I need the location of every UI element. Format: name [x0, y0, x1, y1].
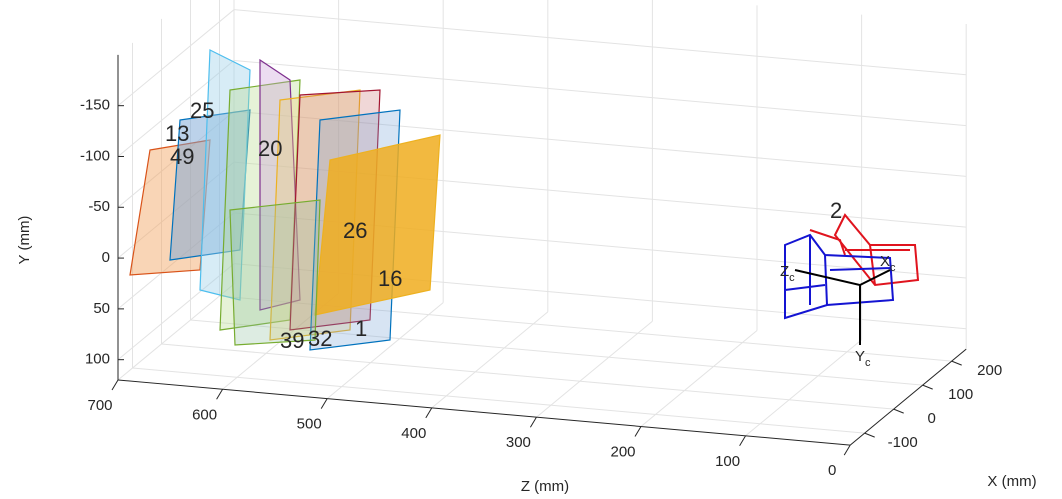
z-tick-label: 500: [297, 416, 322, 433]
axis-line: [117, 379, 851, 446]
grid-line: [117, 60, 235, 157]
camera: [784, 213, 920, 345]
z-tick-label: 200: [610, 443, 635, 460]
x-tick-label: 100: [948, 386, 973, 403]
camera-red: [809, 213, 920, 287]
tick-mark: [739, 435, 747, 447]
x-axis-label: X (mm): [987, 473, 1036, 490]
tick-mark: [634, 426, 642, 437]
tick-mark: [111, 379, 119, 391]
camera-axis-label: Zc: [780, 263, 795, 284]
y-tick-label: -150: [80, 97, 110, 114]
grid-line: [233, 110, 967, 177]
annotation: 16: [378, 266, 402, 291]
y-tick-label: 50: [93, 300, 110, 317]
tick-mark: [893, 408, 904, 414]
annotation: 13: [165, 121, 189, 146]
tick-mark: [843, 444, 851, 456]
x-tick-label: 0: [928, 410, 936, 427]
board: [259, 58, 301, 311]
annotation: 2: [830, 198, 842, 223]
y-tick-label: 0: [102, 249, 110, 266]
z-tick-label: 400: [401, 425, 426, 442]
z-tick-label: 100: [715, 453, 740, 470]
tick-mark: [864, 432, 875, 438]
grid-line: [640, 330, 758, 427]
grid-line: [745, 339, 862, 437]
camera-axes: [794, 269, 891, 345]
z-axis-label: Z (mm): [521, 478, 569, 495]
z-tick-label: 600: [192, 406, 217, 423]
tick-mark: [425, 407, 433, 419]
z-tick-label: 300: [506, 434, 531, 451]
board: [229, 199, 321, 346]
y-axis-label: Y (mm): [16, 216, 33, 265]
annotation: 26: [343, 218, 367, 243]
grid-line: [233, 9, 967, 76]
camera-labels: Zc Xc Yc: [780, 253, 896, 369]
annotation: 1: [355, 316, 367, 341]
tick-mark: [529, 416, 537, 428]
camera-axis-label: Xc: [880, 253, 896, 274]
y-tick-label: 100: [85, 351, 110, 368]
grid-line: [536, 320, 653, 418]
axis-line: [849, 348, 967, 446]
tick-mark: [320, 398, 328, 409]
x-tick-label: 200: [977, 362, 1002, 379]
board: [199, 49, 251, 301]
tick-mark: [951, 360, 962, 366]
z-tick-label: 700: [87, 397, 112, 414]
camera-axis-label: Yc: [855, 348, 871, 369]
annotations: 25 13 49 20 26 16 39 32 1 2: [165, 98, 842, 353]
tick-mark: [922, 384, 933, 390]
grid-line: [190, 319, 923, 386]
annotation: 20: [258, 136, 282, 161]
grid-line: [132, 367, 865, 434]
grid-line: [431, 311, 549, 409]
annotation: 25: [190, 98, 214, 123]
y-tick-label: -100: [80, 147, 110, 164]
camera-blue: [784, 233, 895, 320]
grid-line: [117, 263, 235, 361]
annotation: 39: [280, 328, 304, 353]
tick-mark: [216, 389, 224, 400]
grid-line: [233, 59, 967, 127]
annotation: 49: [170, 144, 194, 169]
grid-line: [326, 302, 444, 399]
z-tick-label: 0: [828, 462, 836, 479]
y-tick-label: -50: [88, 198, 110, 215]
annotation: 32: [308, 326, 332, 351]
boards: [129, 49, 441, 351]
grid-line: [117, 9, 235, 107]
x-tick-label: -100: [888, 434, 918, 451]
grid-line: [161, 343, 894, 410]
board: [314, 134, 441, 316]
grid-line: [117, 283, 235, 381]
